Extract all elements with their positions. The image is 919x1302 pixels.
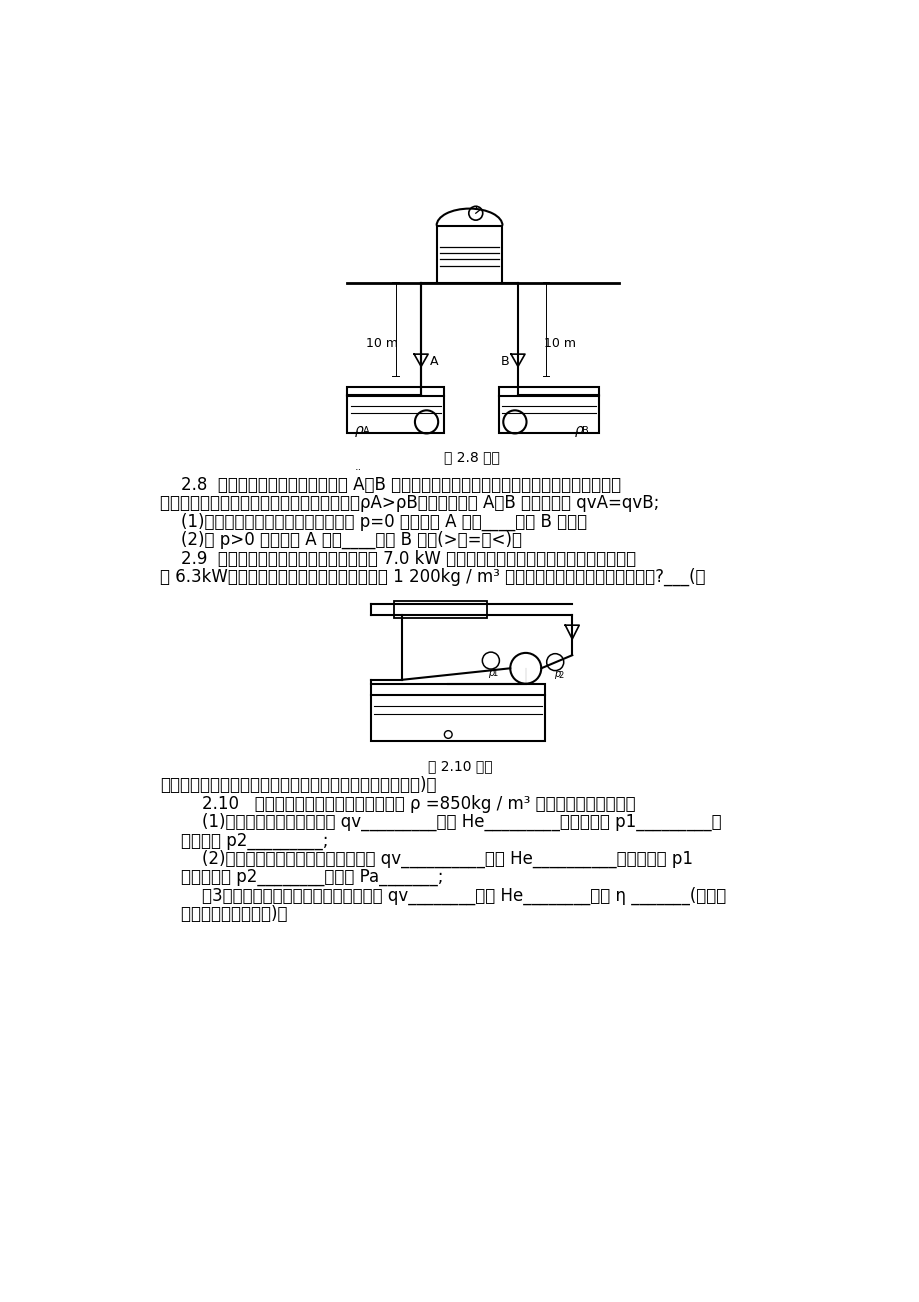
Text: B: B bbox=[500, 355, 509, 368]
Bar bbox=[370, 684, 545, 741]
Text: 1: 1 bbox=[492, 669, 497, 678]
Text: ρ: ρ bbox=[355, 423, 364, 437]
Bar bbox=[347, 387, 444, 434]
Text: p: p bbox=[553, 669, 560, 680]
Text: 题 2.8 附图: 题 2.8 附图 bbox=[443, 450, 499, 465]
Text: 压力表读数 p2________轴功率 Pa_______;: 压力表读数 p2________轴功率 Pa_______; bbox=[160, 868, 443, 887]
Text: 2.8  如图示管路，用两台泵分别抽 A、B 两种液体至混合槽。已知两台泵完全相同，且几何安: 2.8 如图示管路，用两台泵分别抽 A、B 两种液体至混合槽。已知两台泵完全相同… bbox=[160, 475, 620, 493]
Text: 力表读数 p2_________;: 力表读数 p2_________; bbox=[160, 832, 328, 849]
Text: 10 m: 10 m bbox=[543, 337, 575, 350]
Text: B: B bbox=[582, 426, 588, 436]
Text: ρ: ρ bbox=[574, 423, 583, 437]
Text: (2)若离心泵输送的液体为水，则流量 qv__________扬程 He__________真空表读数 p1: (2)若离心泵输送的液体为水，则流量 qv__________扬程 He____… bbox=[160, 850, 692, 868]
Text: 变小、不变、不确定)。: 变小、不变、不确定)。 bbox=[160, 905, 287, 923]
Text: (2)当 p>0 时，阀门 A 开度____阀门 B 开度(>、=、<)。: (2)当 p>0 时，阀门 A 开度____阀门 B 开度(>、=、<)。 bbox=[160, 531, 521, 549]
Text: A: A bbox=[429, 355, 437, 368]
Text: 设管内流动皆进入阻力平方区，而且管路两端面的压差为零)。: 设管内流动皆进入阻力平方区，而且管路两端面的压差为零)。 bbox=[160, 776, 436, 794]
Text: 2.10   如图示循环管路，离心泵输送密度 ρ =850kg / m³ 的某有机液体，试问：: 2.10 如图示循环管路，离心泵输送密度 ρ =850kg / m³ 的某有机液… bbox=[160, 794, 635, 812]
Text: 10 m: 10 m bbox=[365, 337, 397, 350]
Bar bbox=[437, 225, 502, 284]
Text: (1)，当混合槽内液面上方压强表读数 p=0 时，阀门 A 开度____阀门 B 开度；: (1)，当混合槽内液面上方压强表读数 p=0 时，阀门 A 开度____阀门 B… bbox=[160, 513, 586, 531]
Text: （3）若将泵的转速提高，则离心泵流量 qv________扬程 He________效率 η _______(变大、: （3）若将泵的转速提高，则离心泵流量 qv________扬程 He______… bbox=[160, 887, 725, 905]
Bar bbox=[498, 387, 598, 434]
Text: 题 2.10 附图: 题 2.10 附图 bbox=[427, 759, 492, 773]
Text: 2.9  管路中安装一台离心泵，离心泵配有 7.0 kW 的电动机。已知用此管路输水时，泵的功率: 2.9 管路中安装一台离心泵，离心泵配有 7.0 kW 的电动机。已知用此管路输… bbox=[160, 549, 635, 568]
Text: 装位置、管路直径、长度、局部管件均相同。ρA>ρB。今用出口阀 A、B 调节至流量 qvA=qvB;: 装位置、管路直径、长度、局部管件均相同。ρA>ρB。今用出口阀 A、B 调节至流… bbox=[160, 495, 659, 512]
Text: ..: .. bbox=[355, 462, 362, 471]
Text: p: p bbox=[487, 668, 494, 677]
Text: 2: 2 bbox=[558, 671, 563, 680]
Text: A: A bbox=[363, 426, 369, 436]
Text: (1)若池中液面上升，则流量 qv_________扬程 He_________真空表读数 p1_________压: (1)若池中液面上升，则流量 qv_________扬程 He_________… bbox=[160, 812, 720, 831]
Bar bbox=[393, 602, 486, 618]
Text: 为 6.3kW。现欲用此管路输送流量相同密度为 1 200kg / m³ 的碱液。问此离心泵能否正常工作?___(假: 为 6.3kW。现欲用此管路输送流量相同密度为 1 200kg / m³ 的碱液… bbox=[160, 568, 705, 586]
